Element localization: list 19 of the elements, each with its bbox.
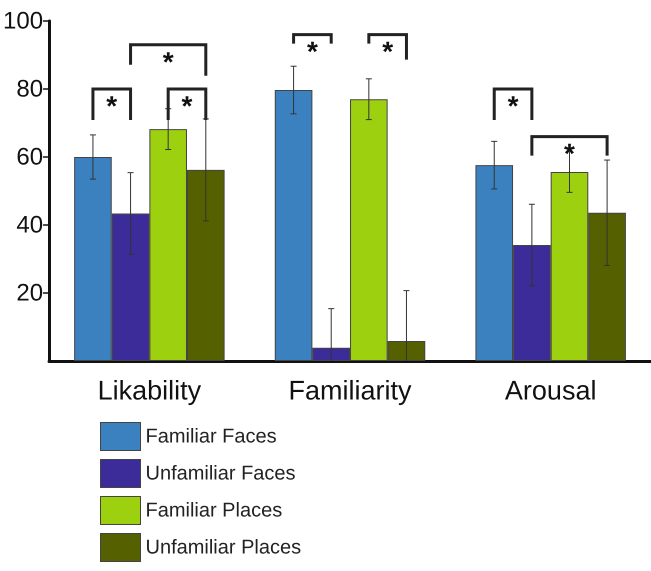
annotation: * xyxy=(162,46,174,78)
annotation: * xyxy=(106,90,118,122)
legend-label: Unfamiliar Faces xyxy=(146,462,296,484)
annotation: * xyxy=(564,138,576,170)
x-tick-label: Familiarity xyxy=(288,376,412,406)
y-tick-label: 20 xyxy=(16,280,44,306)
annotation: * xyxy=(508,90,519,122)
annotation: * xyxy=(182,90,193,122)
y-tick-label: 40 xyxy=(16,212,44,238)
y-tick-label: 60 xyxy=(16,144,44,170)
legend-label: Familiar Faces xyxy=(146,426,277,448)
annotation: * xyxy=(382,36,394,68)
legend-label: Unfamiliar Places xyxy=(146,536,302,558)
annotation: * xyxy=(306,36,318,68)
x-tick-label: Arousal xyxy=(504,376,596,406)
legend-label: Familiar Places xyxy=(146,500,282,522)
y-tick-label: 80 xyxy=(16,76,44,102)
x-tick-label: Likability xyxy=(98,376,202,406)
y-tick-label: 100 xyxy=(2,8,44,34)
